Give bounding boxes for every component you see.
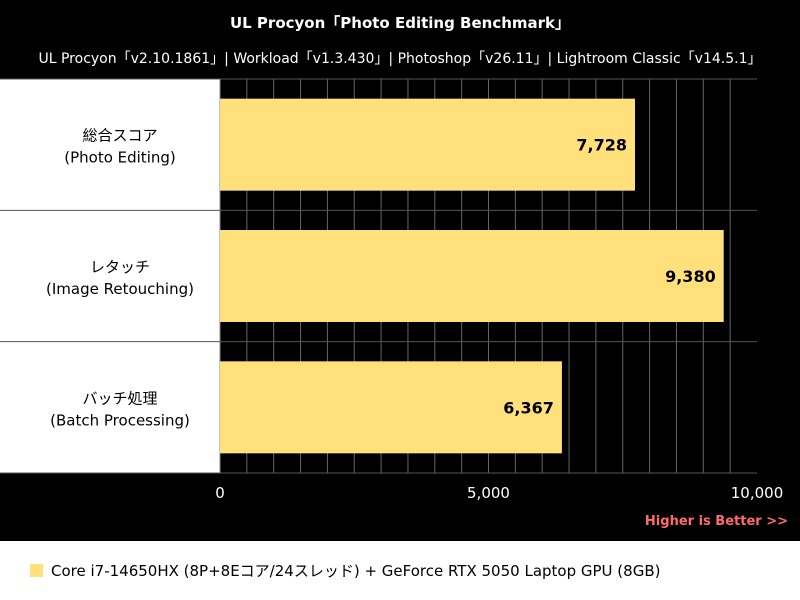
bar-value-label-1: 7,728 [576,136,627,155]
category-label-2-line-1: レタッチ [90,258,150,276]
bar-1 [220,98,635,191]
bar-3 [220,361,562,454]
x-tick-label-2: 5,000 [467,484,510,502]
x-tick-label-3: 10,000 [731,484,784,502]
category-label-1-line-1: 総合スコア [82,127,157,145]
bar-value-label-2: 9,380 [665,267,716,286]
higher-is-better-note: Higher is Better >> [644,514,788,529]
category-label-1-line-2: (Photo Editing) [64,149,176,167]
legend-swatch [30,564,43,577]
bar-2 [220,230,724,322]
category-label-3-line-1: バッチ処理 [82,389,157,407]
x-tick-label-1: 0 [215,484,225,502]
chart-subtitle: UL Procyon「v2.10.1861」| Workload「v1.3.43… [38,51,762,67]
bar-value-label-3: 6,367 [503,398,554,417]
category-label-area [0,79,220,473]
category-label-3-line-2: (Batch Processing) [50,411,190,429]
legend-label: Core i7-14650HX (8P+8Eコア/24スレッド) + GeFor… [51,562,661,580]
category-label-2-line-2: (Image Retouching) [46,280,194,298]
bar-chart: 7,728 総合スコア (Photo Editing) 9,380 レタッチ (Image… [0,78,784,502]
chart-title: UL Procyon「Photo Editing Benchmark」 [229,14,571,32]
legend: Core i7-14650HX (8P+8Eコア/24スレッド) + GeFor… [0,541,800,600]
